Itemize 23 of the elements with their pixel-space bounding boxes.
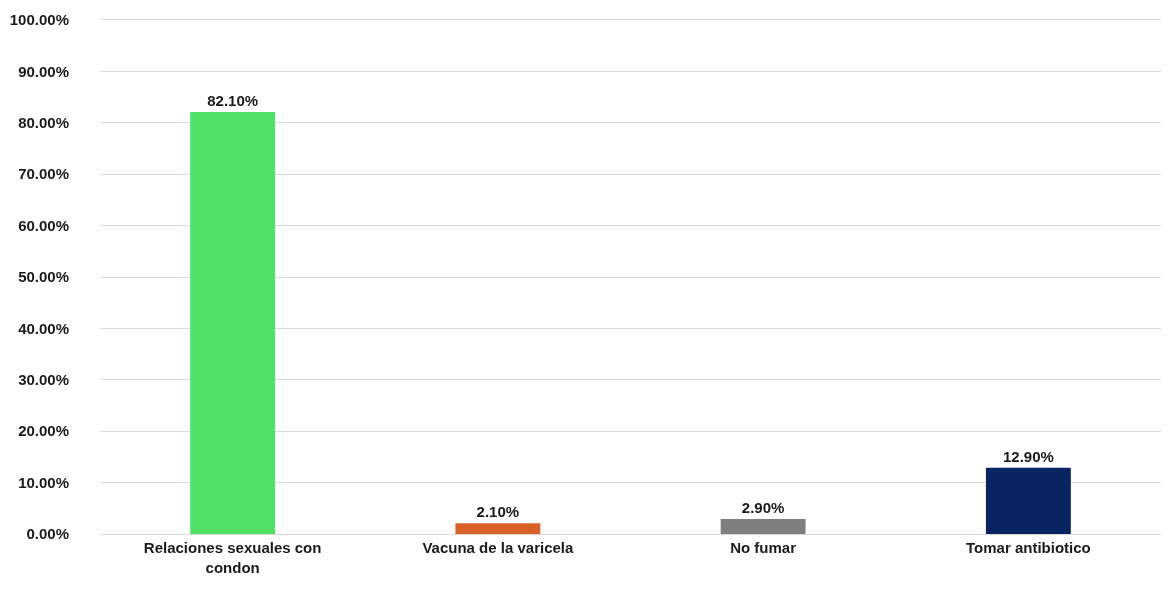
data-label: 82.10%: [207, 92, 259, 110]
y-tick-label: 50.00%: [18, 268, 69, 286]
x-tick-label: No fumar: [730, 539, 797, 556]
y-tick-label: 90.00%: [18, 62, 69, 80]
bar: [190, 112, 276, 534]
y-tick-label: 30.00%: [18, 371, 69, 389]
y-tick-label: 100.00%: [9, 11, 69, 29]
data-label: 2.90%: [741, 499, 785, 517]
x-tick-label: Relaciones sexuales con condon: [143, 539, 322, 576]
y-tick-label: 20.00%: [18, 422, 69, 440]
bar: [455, 523, 541, 534]
y-tick-label: 60.00%: [18, 216, 69, 234]
data-label: 2.10%: [476, 503, 520, 521]
bar: [720, 519, 806, 534]
data-label: 12.90%: [1002, 447, 1054, 465]
x-tick-label: Tomar antibiotico: [966, 539, 1091, 556]
y-tick-label: 40.00%: [18, 319, 69, 337]
x-tick-label: Vacuna de la varicela: [422, 539, 574, 556]
y-tick-label: 10.00%: [18, 473, 69, 491]
y-tick-label: 80.00%: [18, 114, 69, 132]
bar: [985, 467, 1071, 534]
y-tick-label: 0.00%: [26, 525, 69, 543]
y-tick-label: 70.00%: [18, 165, 69, 183]
